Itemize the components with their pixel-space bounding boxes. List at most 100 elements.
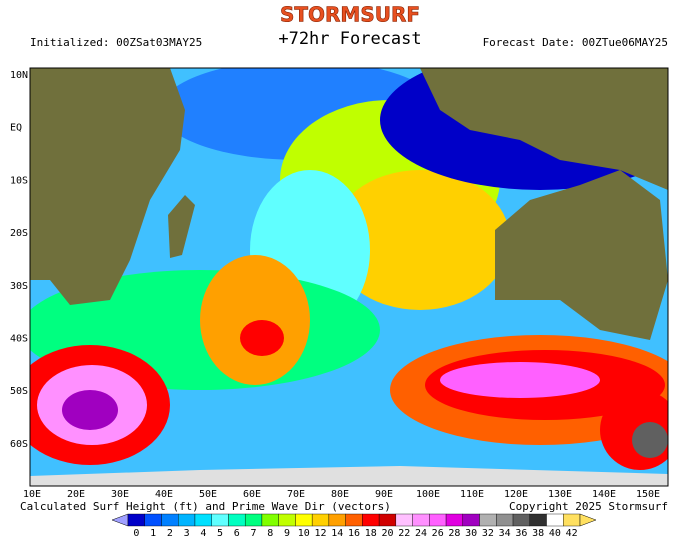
colorbar-swatch [178,513,196,527]
colorbar-swatch [412,513,430,527]
colorbar-swatch [395,513,413,527]
lon-label: 40E [155,489,173,500]
colorbar-label: 30 [465,528,477,539]
colorbar-swatch [261,513,279,527]
copyright: Copyright 2025 Stormsurf [509,500,668,513]
colorbar-swatch [496,513,514,527]
lat-label: 10S [10,175,28,186]
map [30,68,668,486]
lon-label: 60E [243,489,261,500]
colorbar-swatch [362,513,380,527]
colorbar-label: 14 [331,528,343,539]
colorbar-label: 9 [284,528,290,539]
lon-label: 110E [460,489,484,500]
colorbar-swatch [311,513,330,527]
swell-region [330,170,510,310]
initialized-label: Initialized: 00ZSat03MAY25 [30,36,202,49]
colorbar-swatch [295,513,313,527]
swell-region [632,422,668,458]
lon-label: 140E [592,489,616,500]
lat-label: EQ [10,123,22,134]
lon-label: 150E [636,489,660,500]
lat-label: 10N [10,70,28,81]
swell-region [62,390,118,430]
colorbar-swatch [512,513,530,527]
colorbar-label: 24 [415,528,427,539]
land-africa [30,68,185,305]
colorbar-label: 7 [251,528,257,539]
lat-label: 60S [10,439,28,450]
colorbar-swatch [529,513,547,527]
colorbar-label: 18 [365,528,377,539]
colorbar-label: 6 [234,528,240,539]
colorbar-swatch [127,513,145,527]
colorbar-swatch [278,513,296,527]
lon-label: 30E [111,489,129,500]
lon-label: 20E [67,489,85,500]
colorbar-swatch [328,513,346,527]
colorbar-label: 2 [167,528,173,539]
land-asia [420,68,668,190]
lon-label: 70E [287,489,305,500]
colorbar-arrow-right [579,513,597,527]
colorbar-label: 38 [532,528,544,539]
colorbar-swatch [228,513,246,527]
colorbar-label: 26 [432,528,444,539]
lat-label: 30S [10,281,28,292]
colorbar-swatch [161,513,179,527]
land-madagascar [168,195,195,258]
colorbar-label: 20 [381,528,393,539]
colorbar-label: 1 [150,528,156,539]
forecast-date-label: Forecast Date: 00ZTue06MAY25 [483,36,668,49]
colorbar-label: 22 [398,528,410,539]
lon-label: 80E [331,489,349,500]
lat-label: 40S [10,334,28,345]
colorbar-label: 0 [133,528,139,539]
lat-label: 50S [10,386,28,397]
colorbar-label: 4 [200,528,206,539]
colorbar-label: 12 [314,528,326,539]
swell-region [200,255,310,385]
colorbar-swatch [546,513,564,527]
lon-label: 90E [375,489,393,500]
colorbar-swatch [462,513,480,527]
colorbar-label: 32 [482,528,494,539]
colorbar-label: 3 [184,528,190,539]
colorbar-swatch [429,513,447,527]
colorbar-label: 40 [549,528,561,539]
colorbar-label: 8 [267,528,273,539]
colorbar-label: 28 [448,528,460,539]
colorbar-label: 34 [499,528,511,539]
colorbar-swatch [244,513,263,527]
colorbar-label: 36 [515,528,527,539]
colorbar-label: 10 [298,528,310,539]
lon-label: 100E [416,489,440,500]
lon-label: 130E [548,489,572,500]
colorbar-swatch [479,513,497,527]
forecast-title: +72hr Forecast [278,29,421,49]
colorbar-arrow-left [111,513,129,527]
lon-label: 120E [504,489,528,500]
swell-region [240,320,284,356]
colorbar-swatch [345,513,363,527]
swell-region [440,362,600,398]
lon-label: 10E [23,489,41,500]
colorbar-label: 16 [348,528,360,539]
colorbar-label: 5 [217,528,223,539]
map-frame [29,67,669,487]
colorbar-swatch [144,513,162,527]
brand-logo: STORMSURF [280,3,420,27]
colorbar-swatch [211,513,229,527]
colorbar-swatch [445,513,464,527]
land-australia [495,170,668,340]
lon-label: 50E [199,489,217,500]
lat-label: 20S [10,228,28,239]
caption: Calculated Surf Height (ft) and Prime Wa… [20,500,391,513]
colorbar-swatch [563,513,581,527]
colorbar-swatch [194,513,212,527]
colorbar-label: 42 [566,528,578,539]
colorbar-swatch [378,513,397,527]
land-antarctica [30,466,668,486]
